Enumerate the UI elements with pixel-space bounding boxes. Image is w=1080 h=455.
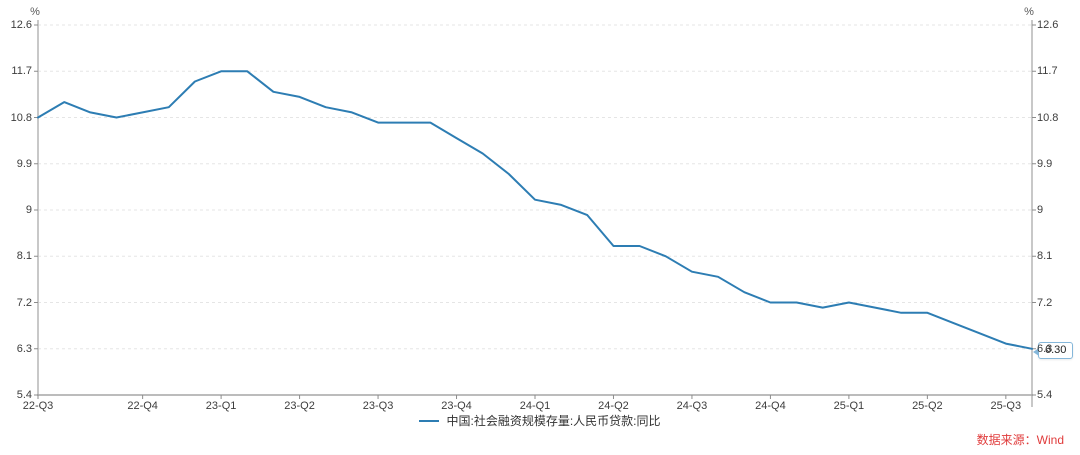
unit-label-right: % (1024, 6, 1034, 18)
y-axis-label-left: 9.9 (16, 157, 32, 170)
legend-label: 中国:社会融资规模存量:人民币贷款:同比 (446, 414, 661, 428)
y-axis-label-left: 5.4 (16, 389, 32, 401)
x-axis-label: 24-Q2 (598, 400, 629, 412)
end-value-text: 6.30 (1045, 344, 1067, 356)
x-axis-label: 23-Q1 (205, 400, 237, 412)
x-axis-label: 23-Q4 (441, 400, 472, 412)
legend-swatch (419, 419, 440, 422)
x-axis-label: 22-Q4 (127, 400, 158, 412)
y-axis-label-right: 9.9 (1037, 157, 1053, 170)
legend: 中国:社会融资规模存量:人民币贷款:同比 (0, 412, 1080, 429)
y-axis-label-right: 11.7 (1037, 65, 1058, 78)
y-axis-label-right: 6.3 (1037, 342, 1053, 355)
end-value-label: 6.30 (1033, 342, 1074, 359)
y-axis-label-left: 8.1 (16, 250, 32, 263)
y-axis-label-left: 6.3 (16, 342, 32, 355)
x-axis-label: 22-Q3 (22, 400, 54, 412)
y-axis-label-right: 9 (1037, 204, 1044, 216)
x-axis-label: 23-Q3 (362, 400, 394, 412)
y-axis-label-right: 12.6 (1037, 19, 1059, 31)
y-axis-label-left: 11.7 (11, 65, 32, 78)
x-axis-label: 23-Q2 (284, 400, 315, 412)
callout-arrow-icon (1033, 348, 1039, 356)
y-axis-label-right: 10.8 (1037, 111, 1059, 124)
unit-label-left: % (30, 6, 40, 18)
x-axis-label: 24-Q4 (755, 400, 786, 412)
x-axis-label: 24-Q1 (519, 400, 551, 412)
y-axis-label-left: 10.8 (10, 111, 32, 124)
y-axis-label-left: 12.6 (10, 19, 32, 31)
y-axis-label-right: 8.1 (1037, 250, 1053, 263)
x-axis-label: 24-Q3 (676, 400, 708, 412)
y-axis-label-left: 7.2 (16, 296, 32, 309)
y-axis-label-right: 5.4 (1037, 389, 1053, 401)
x-axis-label: 25-Q2 (912, 400, 943, 412)
y-axis-label-right: 7.2 (1037, 296, 1053, 309)
series-line (37, 70, 1033, 350)
x-axis-label: 25-Q1 (833, 400, 865, 412)
y-axis-label-left: 9 (25, 204, 32, 216)
x-axis-label: 25-Q3 (990, 400, 1022, 412)
data-source: 数据来源：Wind (976, 433, 1064, 447)
